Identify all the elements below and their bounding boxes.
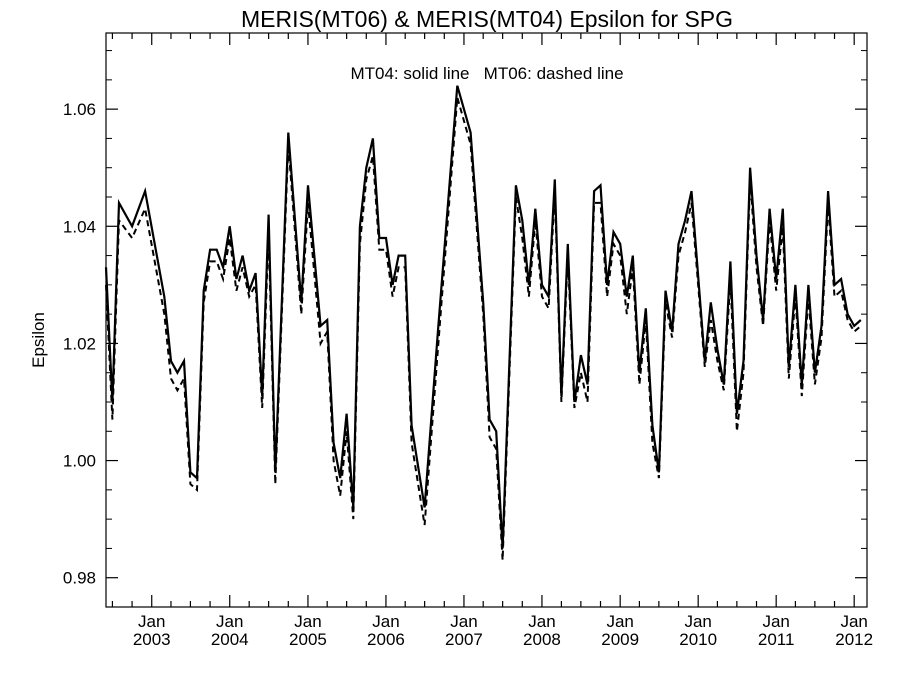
y-tick-label: 1.00 (63, 452, 96, 471)
x-tick-year-label: 2007 (445, 630, 483, 649)
y-tick-label: 1.04 (63, 217, 96, 236)
x-tick-year-label: 2006 (367, 630, 405, 649)
y-axis-label: Epsilon (29, 312, 48, 368)
x-tick-month-label: Jan (372, 612, 399, 631)
x-tick-year-label: 2005 (289, 630, 327, 649)
x-tick-month-label: Jan (684, 612, 711, 631)
x-tick-year-label: 2009 (601, 630, 639, 649)
y-tick-label: 0.98 (63, 569, 96, 588)
axes-layer: 0.981.001.021.041.06Jan2003Jan2004Jan200… (63, 33, 873, 649)
x-tick-year-label: 2008 (523, 630, 561, 649)
series-line-mt06 (105, 97, 862, 561)
plot-frame (105, 32, 868, 608)
x-tick-month-label: Jan (762, 612, 789, 631)
x-tick-month-label: Jan (840, 612, 867, 631)
chart-title: MERIS(MT06) & MERIS(MT04) Epsilon for SP… (241, 6, 733, 32)
x-tick-year-label: 2011 (758, 630, 795, 649)
x-tick-year-label: 2003 (133, 630, 171, 649)
x-tick-month-label: Jan (138, 612, 165, 631)
x-tick-month-label: Jan (450, 612, 477, 631)
x-tick-year-label: 2004 (211, 630, 249, 649)
x-tick-month-label: Jan (216, 612, 243, 631)
x-tick-month-label: Jan (294, 612, 321, 631)
x-tick-year-label: 2012 (835, 630, 873, 649)
x-tick-month-label: Jan (528, 612, 555, 631)
y-tick-label: 1.02 (63, 334, 96, 353)
series-style-annotation: MT04: solid line MT06: dashed line (350, 64, 623, 83)
x-tick-year-label: 2010 (679, 630, 717, 649)
y-tick-label: 1.06 (63, 100, 96, 119)
x-tick-month-label: Jan (606, 612, 633, 631)
series-layer (104, 85, 862, 561)
